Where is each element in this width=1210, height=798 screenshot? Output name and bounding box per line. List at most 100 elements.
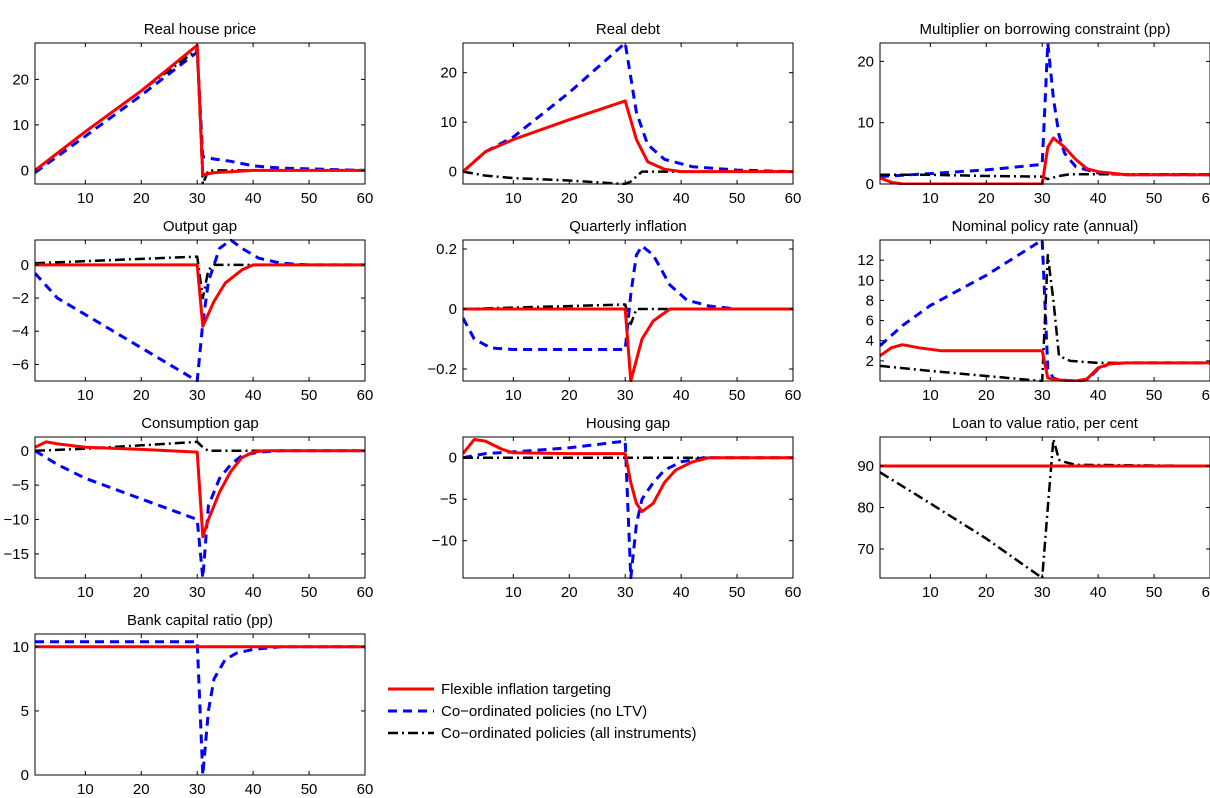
y-tick-label: 5 xyxy=(21,703,29,720)
x-tick-label: 20 xyxy=(133,781,150,798)
axes-box xyxy=(462,239,794,382)
x-tick-label: 40 xyxy=(245,584,262,601)
series-line-0 xyxy=(463,99,793,174)
x-tick-label: 30 xyxy=(1034,584,1051,601)
x-tick-label: 30 xyxy=(1034,387,1051,404)
y-tick-label: −5 xyxy=(12,477,29,494)
chart-title: Consumption gap xyxy=(141,415,259,432)
x-tick-label: 20 xyxy=(978,190,995,207)
x-tick-label: 10 xyxy=(922,387,939,404)
series-line-0 xyxy=(463,438,793,514)
x-tick-label: 10 xyxy=(505,190,522,207)
x-tick-label: 10 xyxy=(505,584,522,601)
x-tick-label: 10 xyxy=(77,190,94,207)
x-tick-label: 30 xyxy=(617,584,634,601)
x-tick-label: 40 xyxy=(245,387,262,404)
x-tick-label: 30 xyxy=(189,190,206,207)
x-tick-label: 30 xyxy=(617,190,634,207)
x-tick-label: 50 xyxy=(301,584,318,601)
y-tick-label: 20 xyxy=(440,65,457,82)
x-tick-label: 20 xyxy=(133,387,150,404)
series-group xyxy=(880,239,1210,382)
legend-label-2: Co−ordinated policies (all instruments) xyxy=(441,725,697,742)
legend-label-0: Flexible inflation targeting xyxy=(441,681,611,698)
y-tick-label: 10 xyxy=(440,114,457,131)
x-tick-label: 50 xyxy=(301,387,318,404)
x-tick-label: 20 xyxy=(133,584,150,601)
axes-box xyxy=(879,42,1210,185)
series-line-2 xyxy=(880,437,1210,579)
chart-title: Housing gap xyxy=(586,415,670,432)
series-line-1 xyxy=(35,449,365,579)
series-line-0 xyxy=(35,43,365,177)
y-tick-label: −15 xyxy=(4,546,29,563)
chart-title: Loan to value ratio, per cent xyxy=(952,415,1139,432)
x-tick-label: 10 xyxy=(922,584,939,601)
x-tick-label: 50 xyxy=(729,387,746,404)
x-tick-label: 40 xyxy=(245,781,262,798)
series-line-1 xyxy=(35,239,365,382)
chart-panel-6: 10 20 30 40 50 60 −15 −10 −5 0 Consumption gap xyxy=(4,415,374,601)
y-tick-label: −2 xyxy=(12,290,29,307)
x-tick-label: 60 xyxy=(357,584,374,601)
x-tick-label: 10 xyxy=(505,387,522,404)
axes-box xyxy=(462,436,794,579)
chart-title: Output gap xyxy=(163,218,237,235)
x-tick-label: 60 xyxy=(357,387,374,404)
y-tick-label: 6 xyxy=(866,313,874,330)
x-tick-label: 10 xyxy=(77,387,94,404)
series-group xyxy=(35,440,365,579)
series-line-0 xyxy=(35,440,365,539)
x-tick-label: 40 xyxy=(1090,190,1107,207)
x-tick-label: 20 xyxy=(978,584,995,601)
chart-panel-8: 10 20 30 40 50 60 70 80 90 Loan to value ratio, p… xyxy=(857,415,1210,601)
x-tick-label: 60 xyxy=(1202,387,1210,404)
y-tick-label: 20 xyxy=(12,71,29,88)
x-tick-label: 50 xyxy=(729,584,746,601)
chart-panel-4: 10 20 30 40 50 60 −0.2 0 0.2 Quarterly inflation xyxy=(427,218,801,404)
axes-box xyxy=(34,239,366,382)
legend: Flexible inflation targeting Co−ordinate… xyxy=(383,672,753,750)
x-tick-label: 30 xyxy=(1034,190,1051,207)
x-tick-label: 50 xyxy=(729,190,746,207)
series-group xyxy=(880,437,1210,579)
y-tick-label: 0 xyxy=(449,164,457,181)
x-tick-label: 50 xyxy=(301,781,318,798)
axes-box xyxy=(34,42,366,185)
x-tick-label: 60 xyxy=(357,190,374,207)
x-tick-label: 50 xyxy=(1146,584,1163,601)
x-tick-label: 20 xyxy=(978,387,995,404)
series-group xyxy=(463,42,793,185)
y-tick-label: 8 xyxy=(866,292,874,309)
y-tick-label: 12 xyxy=(857,252,874,269)
x-tick-label: 40 xyxy=(673,190,690,207)
x-tick-label: 30 xyxy=(189,781,206,798)
x-tick-label: 60 xyxy=(785,190,802,207)
y-tick-label: 0 xyxy=(866,176,874,193)
series-group xyxy=(463,438,793,579)
chart-panel-3: 10 20 30 40 50 60 −6 −4 −2 0 Output gap xyxy=(12,218,373,404)
y-tick-label: 10 xyxy=(12,639,29,656)
x-tick-label: 60 xyxy=(785,387,802,404)
y-tick-label: 80 xyxy=(857,500,874,517)
chart-title: Bank capital ratio (pp) xyxy=(127,612,273,629)
x-tick-label: 50 xyxy=(1146,387,1163,404)
chart-title: Multiplier on borrowing constraint (pp) xyxy=(920,21,1171,38)
x-tick-label: 60 xyxy=(785,584,802,601)
chart-title: Nominal policy rate (annual) xyxy=(952,218,1139,235)
y-tick-label: −10 xyxy=(4,512,29,529)
y-tick-label: 4 xyxy=(866,333,874,350)
x-tick-label: 20 xyxy=(561,190,578,207)
x-tick-label: 60 xyxy=(1202,190,1210,207)
series-line-1 xyxy=(35,50,365,174)
series-line-2 xyxy=(463,170,793,185)
axes-box xyxy=(34,633,366,776)
series-group xyxy=(35,43,365,185)
x-tick-label: 60 xyxy=(357,781,374,798)
x-tick-label: 20 xyxy=(133,190,150,207)
x-tick-label: 10 xyxy=(77,584,94,601)
y-tick-label: 0.2 xyxy=(436,241,457,258)
chart-panel-1: 10 20 30 40 50 60 0 10 20 Real debt xyxy=(440,21,801,207)
series-group xyxy=(35,239,365,382)
